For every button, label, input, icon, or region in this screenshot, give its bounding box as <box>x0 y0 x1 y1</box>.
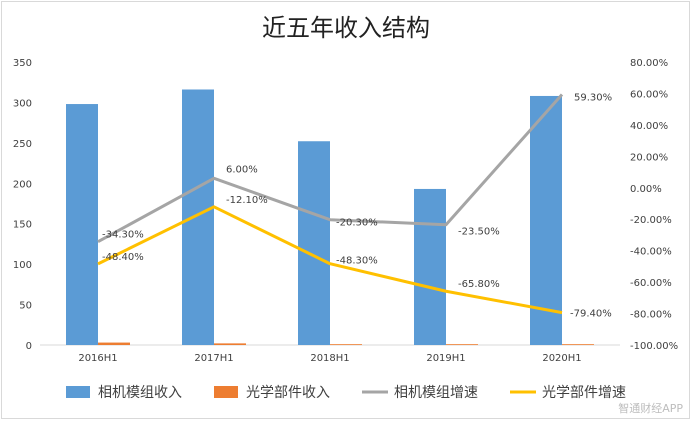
y-left-tick-label: 100 <box>13 260 32 271</box>
data-labels: -34.30% 6.00% -20.30% -23.50% 59.30% -48.40% -… <box>102 93 612 320</box>
data-label: -48.30% <box>336 256 378 267</box>
data-label: -48.40% <box>102 252 144 263</box>
bar-optical-parts <box>330 344 362 345</box>
bar-camera-module <box>182 89 214 346</box>
y-left-tick-label: 200 <box>13 179 32 190</box>
x-tick-label: 2016H1 <box>78 353 117 364</box>
x-tick-label: 2020H1 <box>542 353 581 364</box>
bar-optical-parts <box>214 343 246 345</box>
y-left-tick-label: 50 <box>19 301 32 312</box>
bar-optical-parts <box>562 344 594 345</box>
watermark: 智通财经APP <box>618 401 683 415</box>
legend-label: 相机模组收入 <box>98 385 182 401</box>
x-tick-label: 2019H1 <box>426 353 465 364</box>
bar-optical-parts <box>98 342 130 345</box>
data-label: -34.30% <box>102 230 144 241</box>
data-label: 59.30% <box>574 93 612 104</box>
y-right-tick-label: 20.00% <box>630 152 668 163</box>
data-label: -79.40% <box>570 309 612 320</box>
bar-camera-module <box>298 141 330 345</box>
y-left-tick-label: 350 <box>13 58 32 69</box>
data-label: -20.30% <box>336 218 378 229</box>
legend-label: 相机模组增速 <box>394 385 478 401</box>
x-tick-label: 2018H1 <box>310 353 349 364</box>
y-left-tick-label: 0 <box>26 341 32 352</box>
y-right-tick-label: -60.00% <box>630 278 672 289</box>
y-left-tick-label: 300 <box>13 98 32 109</box>
x-tick-label: 2017H1 <box>194 353 233 364</box>
y-right-tick-label: 80.00% <box>630 58 668 69</box>
data-label: 6.00% <box>226 164 258 175</box>
bar-camera-module <box>530 95 562 346</box>
bar-optical-parts <box>446 344 478 345</box>
y-left-tick-label: 250 <box>13 139 32 150</box>
data-label: -65.80% <box>458 279 500 290</box>
y-right-tick-label: -20.00% <box>630 215 672 226</box>
legend-label: 光学部件收入 <box>246 385 330 401</box>
lines <box>97 93 564 315</box>
bar-camera-module <box>66 104 98 345</box>
data-label: -23.50% <box>458 227 500 238</box>
bars <box>66 89 594 346</box>
y-right-tick-label: -80.00% <box>630 310 672 321</box>
y-right-tick-label: 60.00% <box>630 89 668 100</box>
legend-label: 光学部件增速 <box>542 385 626 401</box>
y-right-tick-label: -100.00% <box>630 341 678 352</box>
axes: 0 50 100 150 200 250 300 350 -100.00% -80.00% -60.… <box>13 58 678 364</box>
legend-swatch <box>214 386 238 398</box>
line-optical-parts-growth <box>97 205 563 315</box>
y-right-tick-label: 0.00% <box>630 184 662 195</box>
y-left-tick-label: 150 <box>13 220 32 231</box>
chart-title: 近五年收入结构 <box>262 14 430 42</box>
line-camera-module-growth <box>97 93 564 244</box>
data-label: -12.10% <box>226 195 268 206</box>
y-right-tick-label: 40.00% <box>630 121 668 132</box>
y-right-tick-label: -40.00% <box>630 247 672 258</box>
legend: 相机模组收入 光学部件收入 相机模组增速 光学部件增速 <box>66 385 626 401</box>
legend-swatch <box>66 386 90 398</box>
bar-camera-module <box>414 188 446 345</box>
